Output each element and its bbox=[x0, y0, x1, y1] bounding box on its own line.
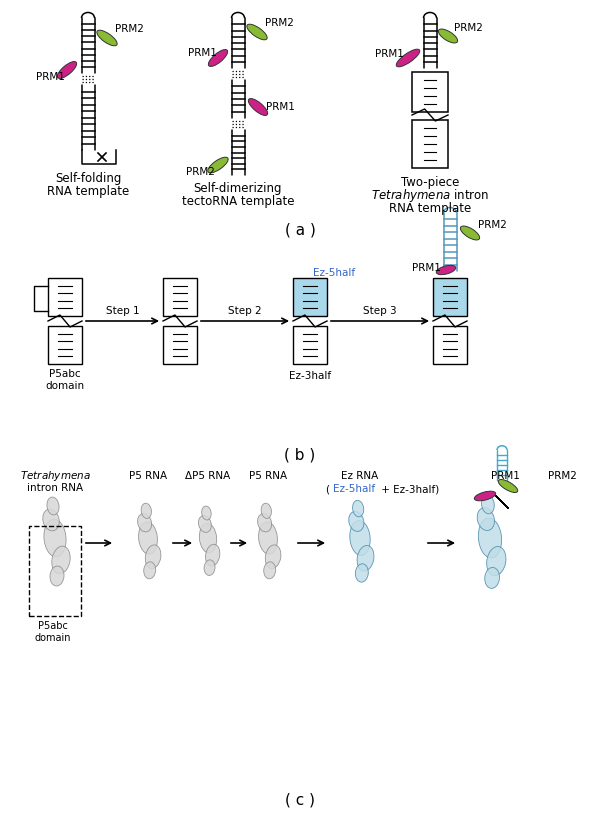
Text: Step 2: Step 2 bbox=[228, 306, 262, 316]
Ellipse shape bbox=[208, 49, 227, 67]
Text: domain: domain bbox=[46, 381, 85, 391]
Text: PRM2: PRM2 bbox=[186, 167, 215, 177]
Text: PRM2: PRM2 bbox=[265, 18, 294, 28]
Text: intron RNA: intron RNA bbox=[27, 483, 83, 493]
Ellipse shape bbox=[43, 509, 59, 531]
Text: $\it{Tetrahymena}$: $\it{Tetrahymena}$ bbox=[20, 469, 91, 483]
Text: PRM1: PRM1 bbox=[375, 49, 404, 59]
Ellipse shape bbox=[265, 545, 281, 569]
Ellipse shape bbox=[202, 506, 211, 520]
Text: PRM1: PRM1 bbox=[266, 102, 295, 112]
Text: (: ( bbox=[325, 484, 329, 494]
Text: PRM2: PRM2 bbox=[454, 23, 483, 33]
Ellipse shape bbox=[139, 522, 157, 554]
Bar bbox=[29, 526, 81, 616]
Ellipse shape bbox=[353, 500, 364, 517]
Text: Self-dimerizing: Self-dimerizing bbox=[194, 182, 282, 194]
Text: P5 RNA: P5 RNA bbox=[129, 471, 167, 481]
Ellipse shape bbox=[487, 546, 506, 575]
Text: $\it{Tetrahymena}$ intron: $\it{Tetrahymena}$ intron bbox=[371, 187, 489, 203]
Ellipse shape bbox=[199, 515, 211, 532]
Text: PRM2: PRM2 bbox=[115, 24, 144, 34]
Ellipse shape bbox=[141, 503, 151, 518]
Text: ( b ): ( b ) bbox=[284, 448, 316, 463]
Text: ΔP5 RNA: ΔP5 RNA bbox=[185, 471, 230, 481]
Text: RNA template: RNA template bbox=[47, 184, 129, 198]
Text: ( a ): ( a ) bbox=[284, 222, 316, 238]
Ellipse shape bbox=[259, 522, 277, 554]
Text: Ez-5half: Ez-5half bbox=[313, 268, 355, 278]
Ellipse shape bbox=[52, 546, 70, 574]
Text: + Ez-3half): + Ez-3half) bbox=[378, 484, 439, 494]
Text: PRM1: PRM1 bbox=[188, 48, 217, 58]
Ellipse shape bbox=[145, 545, 161, 569]
Bar bbox=[293, 278, 327, 316]
Ellipse shape bbox=[357, 546, 374, 571]
Ellipse shape bbox=[436, 265, 456, 275]
Text: PRM1: PRM1 bbox=[491, 471, 520, 481]
Ellipse shape bbox=[475, 491, 496, 501]
Text: P5 RNA: P5 RNA bbox=[249, 471, 287, 481]
Text: Ez-5half: Ez-5half bbox=[333, 484, 375, 494]
Text: RNA template: RNA template bbox=[389, 202, 471, 215]
Ellipse shape bbox=[47, 497, 59, 515]
Text: Self-folding: Self-folding bbox=[55, 171, 121, 184]
Ellipse shape bbox=[477, 508, 494, 531]
Bar bbox=[48, 326, 82, 364]
Ellipse shape bbox=[264, 562, 275, 579]
Ellipse shape bbox=[261, 503, 271, 518]
Ellipse shape bbox=[349, 511, 364, 532]
Ellipse shape bbox=[482, 495, 494, 514]
Text: PRM1: PRM1 bbox=[36, 72, 65, 82]
Ellipse shape bbox=[204, 560, 215, 575]
Bar bbox=[293, 326, 327, 364]
Bar bbox=[163, 278, 197, 316]
Text: Step 3: Step 3 bbox=[363, 306, 397, 316]
Text: Step 1: Step 1 bbox=[106, 306, 139, 316]
Text: ( c ): ( c ) bbox=[285, 793, 315, 807]
Text: P5abc: P5abc bbox=[49, 369, 81, 379]
Ellipse shape bbox=[396, 49, 420, 67]
Text: Two-piece: Two-piece bbox=[401, 175, 459, 188]
Text: Ez RNA: Ez RNA bbox=[341, 471, 379, 481]
Bar bbox=[412, 120, 448, 168]
Ellipse shape bbox=[50, 566, 64, 586]
Text: PRM2: PRM2 bbox=[548, 471, 577, 481]
Ellipse shape bbox=[44, 519, 66, 557]
Text: P5abc: P5abc bbox=[38, 621, 68, 631]
Ellipse shape bbox=[97, 30, 117, 46]
Bar bbox=[433, 326, 467, 364]
Ellipse shape bbox=[137, 514, 152, 532]
Ellipse shape bbox=[206, 544, 220, 566]
Ellipse shape bbox=[485, 567, 499, 588]
Text: tectoRNA template: tectoRNA template bbox=[182, 194, 294, 207]
Ellipse shape bbox=[257, 514, 272, 532]
Text: Ez-3half: Ez-3half bbox=[289, 371, 331, 381]
Text: domain: domain bbox=[35, 633, 71, 643]
Text: PRM1: PRM1 bbox=[412, 263, 441, 273]
Ellipse shape bbox=[439, 29, 458, 43]
Bar bbox=[163, 326, 197, 364]
Bar bbox=[412, 72, 448, 112]
Ellipse shape bbox=[350, 521, 370, 556]
Ellipse shape bbox=[247, 24, 267, 40]
Ellipse shape bbox=[478, 518, 502, 558]
Ellipse shape bbox=[199, 523, 217, 553]
Ellipse shape bbox=[460, 226, 479, 240]
Ellipse shape bbox=[144, 562, 155, 579]
Bar bbox=[48, 278, 82, 316]
Ellipse shape bbox=[58, 62, 77, 78]
Text: PRM2: PRM2 bbox=[478, 220, 507, 230]
Bar bbox=[433, 278, 467, 316]
Ellipse shape bbox=[498, 480, 518, 492]
Ellipse shape bbox=[355, 564, 368, 582]
Ellipse shape bbox=[248, 99, 268, 115]
Ellipse shape bbox=[208, 157, 228, 173]
